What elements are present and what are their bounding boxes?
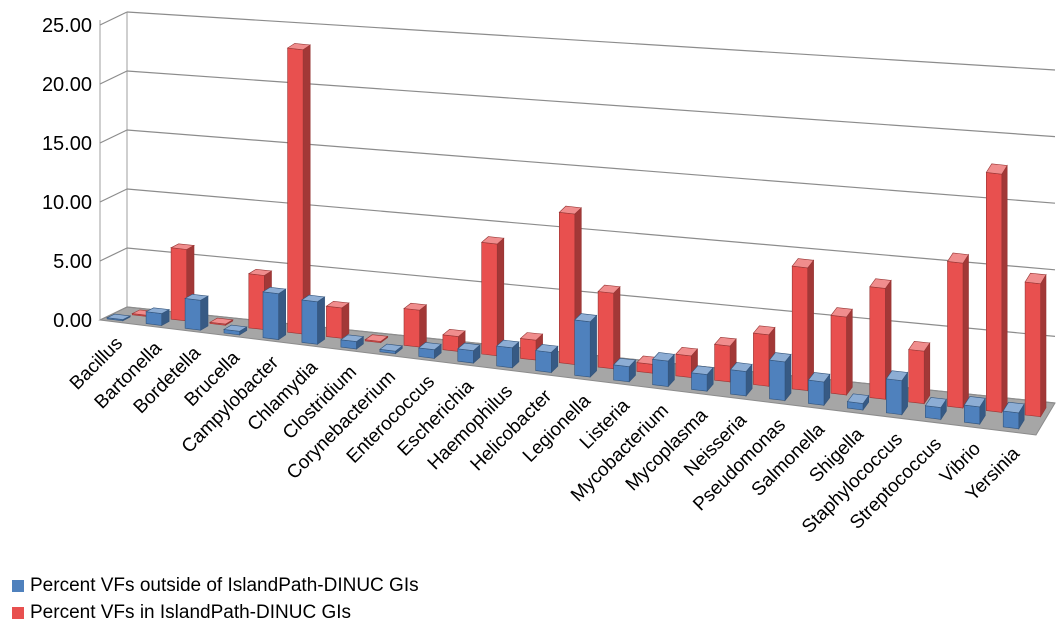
y-tick-label: 10.00 bbox=[42, 192, 92, 214]
bar-outside-neisseria bbox=[729, 362, 753, 397]
bar-inside-pseudomonas bbox=[791, 258, 815, 392]
gridline-side bbox=[99, 11, 128, 26]
bar-outside-salmonella bbox=[807, 372, 831, 407]
gridline-back bbox=[126, 247, 1056, 337]
bar-inside-clostridium bbox=[364, 334, 389, 344]
bar-outside-escherichia bbox=[457, 342, 481, 364]
bar-outside-bartonella bbox=[145, 307, 171, 327]
bars bbox=[106, 43, 1047, 430]
bar-inside-corynebacterium bbox=[403, 302, 428, 348]
bar-inside-staphylococcus bbox=[908, 340, 931, 405]
legend-item-outside: Percent VFs outside of IslandPath-DINUC … bbox=[12, 572, 419, 599]
bar-inside-yersinia bbox=[1024, 272, 1047, 418]
gridline-side bbox=[99, 70, 128, 85]
bar-outside-streptococcus bbox=[924, 397, 947, 421]
bar-outside-helicobacter bbox=[535, 344, 559, 374]
bar-outside-shigella bbox=[846, 393, 870, 411]
gridline-side bbox=[99, 129, 128, 144]
gridline-back bbox=[126, 129, 1056, 204]
gridline-side bbox=[99, 247, 128, 262]
y-tick-label: 0.00 bbox=[53, 310, 92, 332]
y-tick-label: 25.00 bbox=[42, 15, 92, 37]
y-tick-label: 15.00 bbox=[42, 133, 92, 155]
bar-outside-bacillus bbox=[106, 313, 132, 322]
y-tick-label: 5.00 bbox=[53, 251, 92, 273]
legend-label-inside: Percent VFs in IslandPath-DINUC GIs bbox=[30, 601, 351, 623]
bar-inside-bordetella bbox=[209, 317, 234, 326]
bar-outside-listeria bbox=[612, 357, 637, 383]
bar-inside-campylobacter bbox=[286, 43, 312, 335]
bar-outside-mycoplasma bbox=[690, 365, 714, 393]
bar-inside-enterococcus bbox=[442, 328, 466, 353]
bar-outside-haemophilus bbox=[495, 339, 520, 369]
bar-outside-corynebacterium bbox=[379, 343, 404, 355]
legend-item-inside: Percent VFs in IslandPath-DINUC GIs bbox=[12, 599, 419, 626]
bar-inside-shigella bbox=[869, 278, 892, 401]
bar-outside-mycobacterium bbox=[651, 352, 676, 388]
bar-outside-staphylococcus bbox=[885, 370, 909, 416]
bar-outside-campylobacter bbox=[262, 286, 287, 341]
gridline-back bbox=[126, 11, 1056, 71]
bar-inside-chlamydia bbox=[325, 300, 350, 339]
y-tick-label: 20.00 bbox=[42, 74, 92, 96]
bar-inside-vibrio bbox=[985, 163, 1008, 414]
bar-outside-legionella bbox=[574, 313, 598, 378]
bar-inside-streptococcus bbox=[946, 252, 970, 410]
legend-swatch-outside bbox=[12, 579, 24, 592]
legend-label-outside: Percent VFs outside of IslandPath-DINUC … bbox=[30, 574, 419, 596]
legend: Percent VFs outside of IslandPath-DINUC … bbox=[12, 572, 419, 626]
bar-outside-vibrio bbox=[963, 396, 986, 426]
bar-inside-salmonella bbox=[830, 307, 853, 396]
bar-outside-enterococcus bbox=[418, 342, 442, 360]
bar-outside-brucella bbox=[223, 324, 248, 336]
gridline-back bbox=[126, 70, 1056, 138]
bar-outside-chlamydia bbox=[301, 294, 326, 345]
bar-outside-pseudomonas bbox=[768, 352, 792, 402]
bar-inside-escherichia bbox=[480, 236, 505, 357]
bar-outside-yersinia bbox=[1002, 401, 1025, 430]
bar-outside-clostridium bbox=[340, 334, 365, 350]
legend-swatch-inside bbox=[12, 606, 24, 619]
gridline-side bbox=[99, 306, 128, 321]
gridline-back bbox=[126, 188, 1056, 271]
gridline-side bbox=[99, 188, 128, 203]
y-axis-ticks: 0.00 5.00 10.00 15.00 20.00 25.00 bbox=[42, 15, 92, 332]
bar-inside-legionella bbox=[597, 284, 621, 370]
bar-outside-bordetella bbox=[184, 293, 209, 331]
